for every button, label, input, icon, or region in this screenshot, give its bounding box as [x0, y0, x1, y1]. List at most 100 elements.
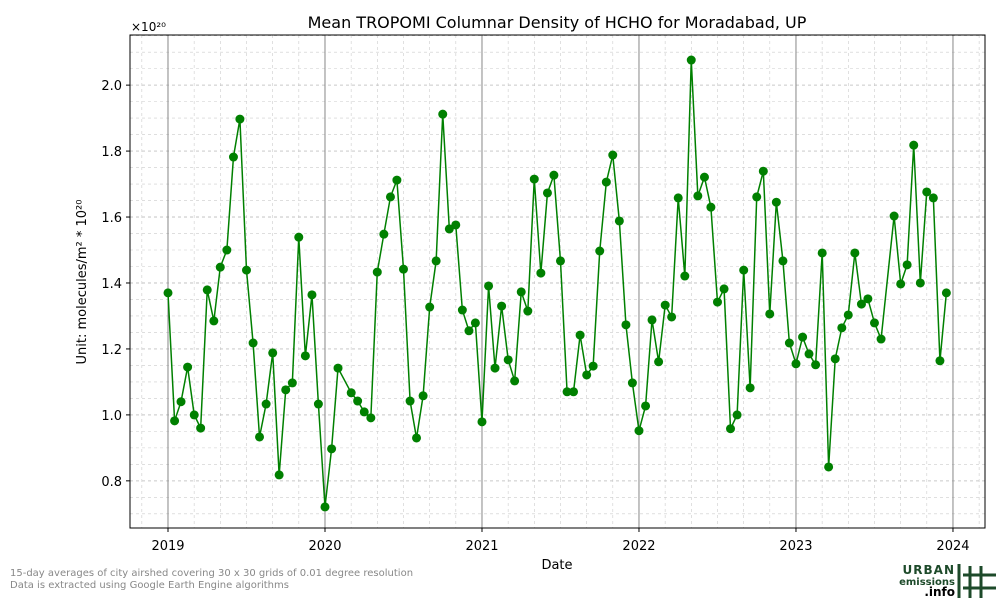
data-point [837, 323, 847, 333]
data-point [163, 288, 173, 298]
data-point [425, 302, 435, 312]
data-point [928, 193, 938, 203]
data-point [196, 423, 206, 433]
data-point [673, 193, 683, 203]
data-point [464, 326, 474, 336]
data-point [176, 397, 186, 407]
data-point [451, 220, 461, 230]
data-point [313, 399, 323, 409]
data-point [647, 315, 657, 325]
data-point [438, 109, 448, 119]
data-point [372, 267, 382, 277]
data-point [699, 172, 709, 182]
data-point [582, 370, 592, 380]
data-point [418, 391, 428, 401]
footer-line: 15-day averages of city airshed covering… [10, 568, 413, 579]
x-axis-label: Date [541, 558, 572, 573]
logo-text: .info [924, 585, 955, 599]
data-point [654, 357, 664, 367]
data-point [798, 332, 808, 342]
data-point [752, 192, 762, 202]
data-point [385, 192, 395, 202]
data-point [490, 363, 500, 373]
data-point [771, 197, 781, 207]
data-point [470, 318, 480, 328]
data-point [170, 416, 180, 426]
data-point [680, 271, 690, 281]
data-point [588, 361, 598, 371]
logo-icon [957, 564, 996, 598]
chart-title: Mean TROPOMI Columnar Density of HCHO fo… [308, 13, 807, 32]
data-point [660, 300, 670, 310]
x-tick-label: 2020 [308, 539, 341, 554]
data-point [758, 166, 768, 176]
data-point [431, 256, 441, 266]
x-tick-label: 2024 [936, 539, 969, 554]
data-point [379, 229, 389, 239]
y-tick-label: 1.4 [101, 277, 122, 292]
data-point [542, 188, 552, 198]
data-point [523, 306, 533, 316]
data-point [333, 363, 343, 373]
data-point [529, 174, 539, 184]
x-tick-label: 2023 [779, 539, 812, 554]
data-point [641, 401, 651, 411]
data-point [732, 410, 742, 420]
y-offset-label: ×10²⁰ [131, 20, 166, 34]
y-tick-label: 1.2 [101, 343, 122, 358]
data-point [941, 288, 951, 298]
data-point [876, 334, 886, 344]
data-point [281, 385, 291, 395]
data-point [601, 177, 611, 187]
data-point [896, 279, 906, 289]
data-point [516, 287, 526, 297]
data-point [549, 170, 559, 180]
data-point [745, 383, 755, 393]
data-point [398, 264, 408, 274]
data-point [824, 462, 834, 472]
data-point [719, 284, 729, 294]
data-point [614, 216, 624, 226]
data-point [765, 309, 775, 319]
data-point [569, 387, 579, 397]
data-point [202, 285, 212, 295]
data-point [830, 354, 840, 364]
data-point [791, 359, 801, 369]
data-point [909, 140, 919, 150]
data-point [235, 114, 245, 124]
data-point [811, 360, 821, 370]
data-point [739, 265, 749, 275]
data-point [869, 318, 879, 328]
footer-line: Data is extracted using Google Earth Eng… [10, 580, 289, 591]
data-point [510, 376, 520, 386]
data-point [268, 348, 278, 358]
data-point [706, 202, 716, 212]
y-tick-label: 1.6 [101, 211, 122, 226]
x-tick-label: 2022 [622, 539, 655, 554]
logo-text: emissions [899, 577, 955, 588]
y-axis-label: Unit: molecules/m² * 10²⁰ [75, 200, 90, 365]
data-point [804, 349, 814, 359]
y-tick-label: 2.0 [101, 79, 122, 94]
data-point [261, 399, 271, 409]
data-point [241, 265, 251, 275]
y-tick-label: 1.8 [101, 145, 122, 160]
data-point [248, 338, 258, 348]
logo-text: URBAN [903, 563, 955, 577]
data-point [843, 310, 853, 320]
data-point [294, 232, 304, 242]
data-point [536, 268, 546, 278]
data-point [209, 316, 219, 326]
data-point [320, 502, 330, 512]
data-point [902, 260, 912, 270]
data-point [366, 413, 376, 423]
logo: URBAN emissions .info [899, 563, 996, 599]
data-point [621, 320, 631, 330]
data-point [856, 299, 866, 309]
data-point [353, 396, 363, 406]
data-point [850, 248, 860, 258]
data-point [189, 410, 199, 420]
data-point [497, 301, 507, 311]
data-point [562, 387, 572, 397]
